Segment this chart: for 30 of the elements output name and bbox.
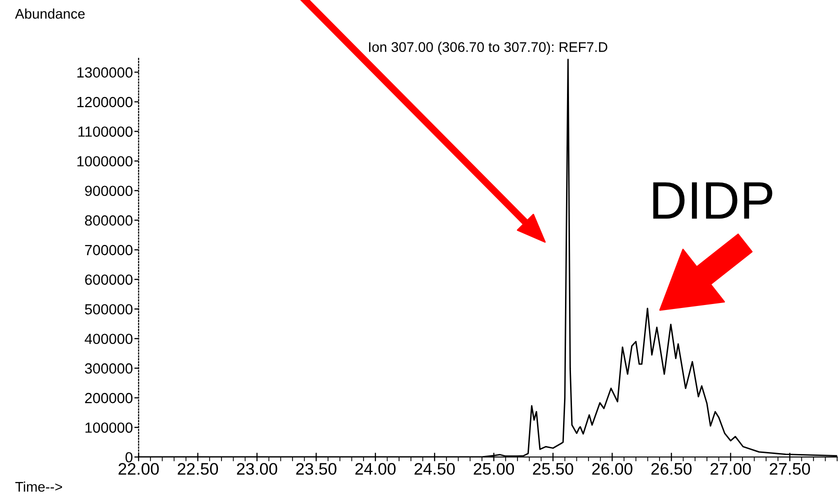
y-tick-label: 200000 bbox=[85, 392, 132, 404]
y-tick-label: 1000000 bbox=[77, 156, 132, 166]
x-axis-title: Time--> bbox=[15, 482, 62, 492]
x-tick-label: 23.50 bbox=[296, 462, 336, 475]
y-axis-title: Abundance bbox=[15, 8, 85, 19]
y-tick-label: 1200000 bbox=[77, 96, 132, 108]
x-tick-label: 25.00 bbox=[474, 462, 514, 475]
y-tick-label: 800000 bbox=[85, 215, 132, 226]
y-tick-label: 100000 bbox=[86, 422, 132, 433]
y-tick-label: 500000 bbox=[84, 304, 132, 314]
x-tick-label: 24.50 bbox=[414, 462, 455, 475]
x-tick-label: 26.00 bbox=[592, 462, 632, 475]
annotation: DIDP bbox=[653, 182, 772, 219]
x-tick-label: 23.00 bbox=[236, 462, 278, 475]
y-tick-label: 0 bbox=[126, 452, 132, 462]
y-tick-label: 900000 bbox=[85, 186, 132, 196]
x-tick-label: 24.00 bbox=[355, 462, 396, 475]
y-tick-label: 1100000 bbox=[78, 126, 132, 137]
x-tick-label: 27.00 bbox=[710, 462, 751, 475]
x-tick-label: 25.50 bbox=[532, 462, 574, 475]
y-tick-label: 300000 bbox=[84, 363, 132, 374]
y-tick-label: 600000 bbox=[85, 274, 132, 285]
x-tick-label: 22.50 bbox=[178, 462, 218, 475]
x-tick-label: 22.00 bbox=[118, 462, 159, 475]
y-tick-label: 1300000 bbox=[77, 67, 132, 78]
x-tick-label: 26.50 bbox=[651, 462, 692, 475]
y-tick-label: 700000 bbox=[85, 244, 132, 256]
y-tick-label: 400000 bbox=[84, 334, 132, 344]
x-tick-label: 27.50 bbox=[770, 462, 810, 475]
chart-title: Ion 307.00 (306.70 to 307.70): REF7.D bbox=[369, 42, 608, 55]
